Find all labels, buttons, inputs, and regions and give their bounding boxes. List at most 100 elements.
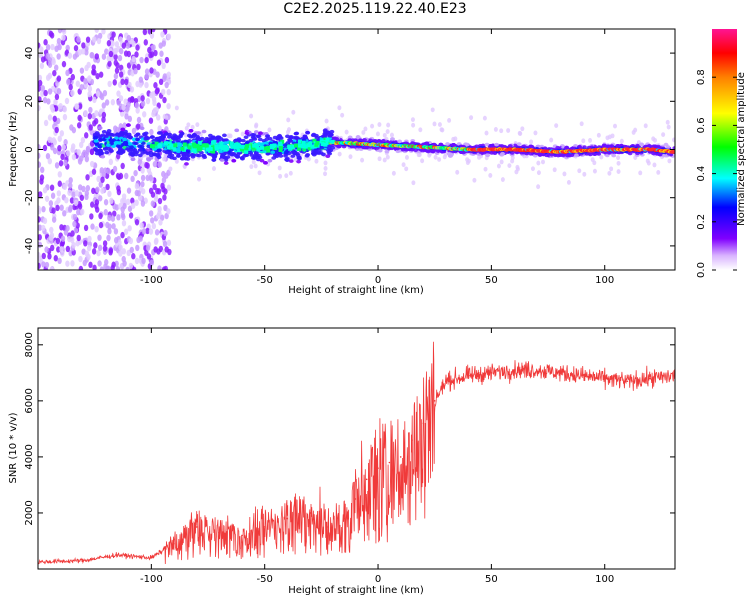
spectrogram-cell xyxy=(221,152,227,156)
spectrogram-cell xyxy=(56,190,62,197)
spectrogram-cell xyxy=(348,154,353,160)
spectrogram-cell xyxy=(54,93,60,101)
spectrogram-cell xyxy=(157,205,162,213)
spectrogram-cell xyxy=(138,235,143,242)
snr-data-point xyxy=(433,400,436,402)
spectrogram-cell xyxy=(47,157,53,165)
spectrogram-cell xyxy=(38,104,41,112)
spectrogram-cell xyxy=(49,266,55,270)
spectrogram-cell xyxy=(164,56,170,64)
spectrogram-cell xyxy=(180,146,185,151)
spectrogram-cell xyxy=(98,212,103,220)
spectrogram-cell xyxy=(453,136,458,142)
spectrogram-cell xyxy=(201,129,207,134)
spectrogram-cell xyxy=(131,266,137,270)
spectrogram-cell xyxy=(148,187,154,195)
spectrogram-cell xyxy=(319,139,324,144)
snr-data-point xyxy=(535,369,538,371)
spectrogram-cell xyxy=(154,237,159,245)
spectrogram-cell xyxy=(137,158,142,166)
spectrogram-cell xyxy=(98,138,103,142)
spectrogram-cell xyxy=(113,47,118,55)
spectrogram-xtick-label: 100 xyxy=(595,275,614,286)
spectrogram-cell xyxy=(141,228,147,235)
spectrogram-cell xyxy=(152,99,157,107)
spectrogram-cell xyxy=(65,260,70,267)
spectrogram-cell xyxy=(90,201,95,208)
spectrogram-cell xyxy=(59,204,64,211)
spectrogram-cell xyxy=(140,181,145,188)
spectrogram-cell xyxy=(115,126,120,134)
spectrogram-cell xyxy=(340,112,345,118)
spectrogram-cell xyxy=(305,130,311,135)
spectrogram-cell xyxy=(370,123,375,129)
spectrogram-cell xyxy=(199,150,204,155)
spectrogram-cell xyxy=(123,50,129,57)
spectrogram-cell xyxy=(130,175,135,183)
spectrogram-cell xyxy=(93,135,99,140)
spectrogram-cell xyxy=(79,67,85,74)
spectrogram-cell xyxy=(195,122,200,128)
spectrogram-cell xyxy=(78,255,83,263)
spectrogram-cell xyxy=(116,141,122,145)
spectrogram-cell xyxy=(140,188,146,195)
spectrogram-cell xyxy=(43,89,48,97)
spectrogram-cell xyxy=(507,144,513,148)
spectrogram-cell xyxy=(237,138,243,143)
spectrogram-cell xyxy=(40,166,45,174)
spectrogram-cell xyxy=(144,68,150,75)
snr-xlabel: Height of straight line (km) xyxy=(288,585,424,596)
spectrogram-cell xyxy=(499,159,504,165)
spectrogram-cell xyxy=(257,170,262,176)
snr-data-point xyxy=(195,526,198,528)
spectrogram-cell xyxy=(94,226,99,233)
spectrogram-cell xyxy=(133,67,138,75)
spectrogram-cell xyxy=(153,246,158,253)
spectrogram-cell xyxy=(42,96,48,104)
spectrogram-cell xyxy=(62,106,68,113)
spectrogram-cell xyxy=(62,113,68,121)
spectrogram-cell xyxy=(205,147,210,152)
spectrogram-cell xyxy=(166,102,171,110)
spectrogram-cell xyxy=(176,154,181,158)
spectrogram-cell xyxy=(103,209,108,216)
spectrogram-cell xyxy=(211,145,216,150)
spectrogram-cell xyxy=(97,234,102,241)
spectrogram-cell xyxy=(47,88,53,95)
spectrogram-cell xyxy=(148,117,154,124)
spectrogram-cell xyxy=(121,213,126,221)
spectrogram-cell xyxy=(163,265,168,270)
snr-data-point xyxy=(150,556,153,559)
spectrogram-cell xyxy=(102,240,108,247)
spectrogram-cell xyxy=(54,64,59,71)
spectrogram-cell xyxy=(253,130,259,134)
spectrogram-cell xyxy=(493,127,498,132)
spectrogram-cell xyxy=(211,166,216,171)
spectrogram-cell xyxy=(59,224,64,231)
spectrogram-cell xyxy=(162,96,167,104)
spectrogram-cell xyxy=(125,123,131,127)
spectrogram-cell xyxy=(92,264,97,270)
spectrogram-cell xyxy=(661,132,666,138)
spectrogram-cell xyxy=(410,117,415,123)
spectrogram-cell xyxy=(437,122,442,127)
spectrogram-cell xyxy=(101,129,107,134)
spectrogram-cell xyxy=(66,78,71,85)
spectrogram-cell xyxy=(310,144,315,149)
spectrogram-cell xyxy=(68,182,73,189)
spectrogram-cell xyxy=(293,131,299,136)
spectrogram-cell xyxy=(239,156,245,160)
spectrogram-cell xyxy=(222,133,227,138)
spectrogram-cell xyxy=(68,204,73,212)
spectrogram-cell xyxy=(96,175,101,183)
spectrogram-cell xyxy=(136,63,141,71)
spectrogram-cell xyxy=(127,142,133,146)
snr-xtick-label: 50 xyxy=(485,574,498,585)
spectrogram-cell xyxy=(136,190,141,197)
spectrogram-cell xyxy=(104,150,110,155)
spectrogram-cell xyxy=(507,163,512,168)
spectrogram-cell xyxy=(266,145,271,150)
spectrogram-cell xyxy=(99,266,105,270)
spectrogram-cell xyxy=(143,131,149,136)
spectrogram-cell xyxy=(347,135,353,140)
